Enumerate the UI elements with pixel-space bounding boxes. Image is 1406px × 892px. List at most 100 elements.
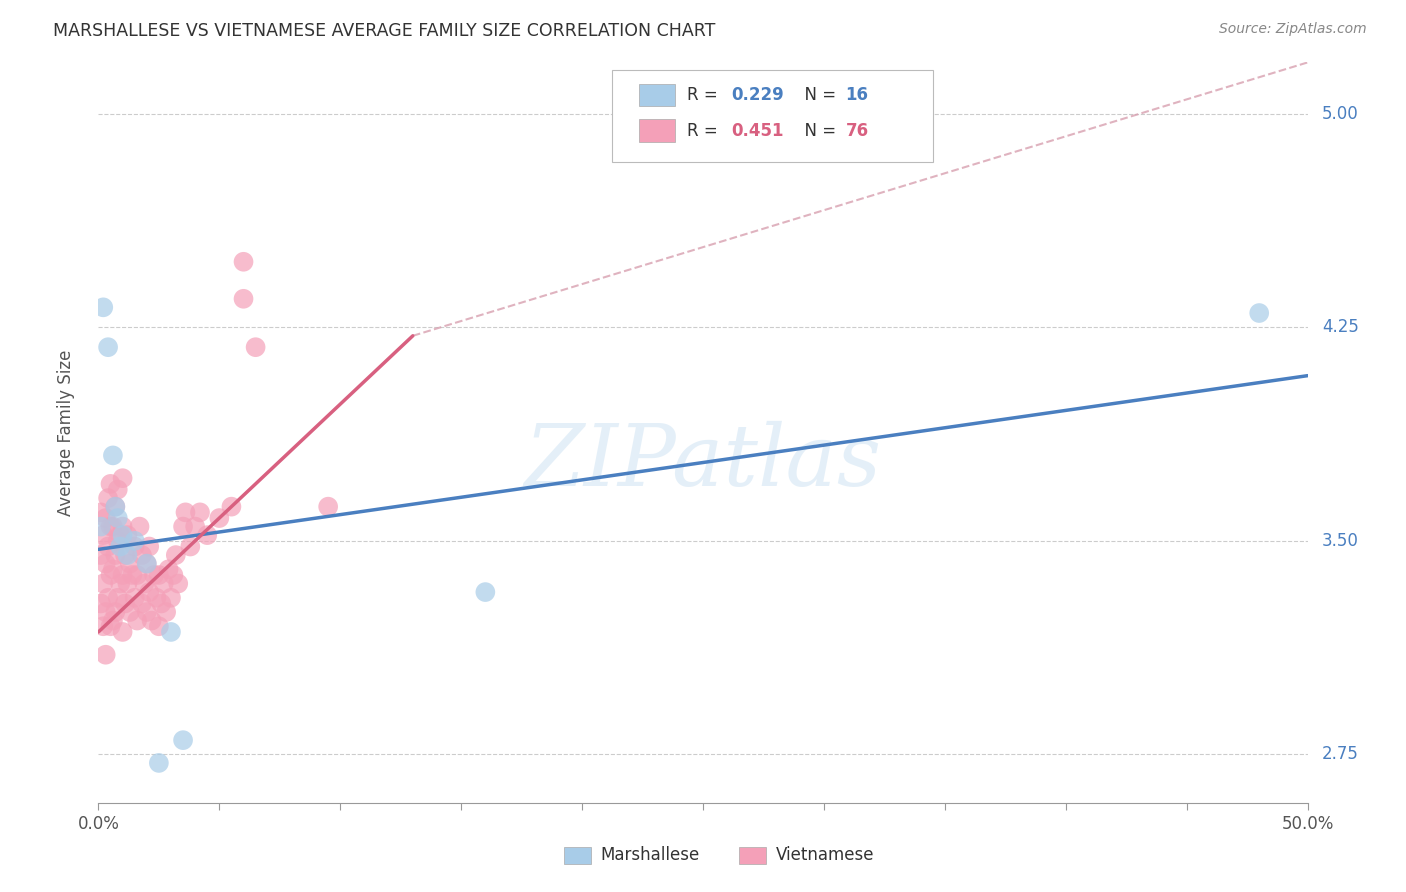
Point [195, 528, 218, 542]
Point [143, 568, 166, 582]
Point [111, 471, 134, 485]
Point [162, 568, 184, 582]
Text: 76: 76 [845, 121, 869, 139]
Point [221, 500, 243, 514]
Point [128, 519, 150, 533]
Point [111, 528, 134, 542]
Text: R =: R = [688, 86, 723, 104]
Text: 4.25: 4.25 [1322, 318, 1360, 336]
Point [111, 519, 134, 533]
Point [167, 576, 190, 591]
Point [90, 505, 112, 519]
Point [135, 605, 157, 619]
Point [188, 505, 211, 519]
Point [245, 340, 267, 354]
Point [160, 591, 183, 605]
Text: 2.75: 2.75 [1322, 746, 1360, 764]
Point [1249, 306, 1271, 320]
Text: ZIPatlas: ZIPatlas [524, 421, 882, 504]
Point [100, 476, 122, 491]
Y-axis label: Average Family Size: Average Family Size [56, 350, 75, 516]
Point [94, 605, 117, 619]
Point [135, 557, 157, 571]
Point [107, 591, 129, 605]
Text: N =: N = [793, 86, 841, 104]
Point [117, 528, 139, 542]
Point [104, 500, 127, 514]
Point [148, 568, 170, 582]
Point [104, 500, 127, 514]
Point [165, 548, 187, 562]
Point [118, 605, 141, 619]
Point [90, 597, 112, 611]
Point [174, 505, 197, 519]
Text: Source: ZipAtlas.com: Source: ZipAtlas.com [1219, 22, 1367, 37]
Point [152, 576, 174, 591]
Point [148, 619, 170, 633]
Point [90, 548, 112, 562]
Bar [638, 120, 675, 142]
Point [121, 568, 143, 582]
Text: N =: N = [793, 121, 841, 139]
Point [90, 519, 112, 533]
Text: 16: 16 [845, 86, 869, 104]
Point [179, 540, 201, 554]
Text: 5.00: 5.00 [1322, 104, 1358, 123]
Point [141, 614, 163, 628]
Point [127, 614, 149, 628]
Point [127, 568, 149, 582]
Point [114, 548, 136, 562]
Point [138, 540, 160, 554]
Point [91, 619, 114, 633]
Point [97, 491, 120, 505]
Point [155, 605, 177, 619]
Text: 3.50: 3.50 [1322, 532, 1360, 549]
Text: Vietnamese: Vietnamese [776, 847, 875, 864]
Point [157, 562, 180, 576]
Bar [740, 847, 766, 863]
Point [108, 540, 131, 554]
Point [107, 483, 129, 497]
Text: R =: R = [688, 121, 723, 139]
Point [94, 557, 117, 571]
Point [100, 519, 122, 533]
Point [150, 597, 173, 611]
Point [208, 511, 231, 525]
Point [91, 576, 114, 591]
Point [108, 576, 131, 591]
Point [160, 624, 183, 639]
Text: 0.451: 0.451 [731, 121, 783, 139]
Point [91, 528, 114, 542]
Point [124, 540, 146, 554]
Point [118, 557, 141, 571]
Point [97, 591, 120, 605]
Point [104, 605, 127, 619]
Point [135, 557, 157, 571]
Point [134, 576, 156, 591]
Point [101, 449, 124, 463]
Point [94, 511, 117, 525]
Point [104, 548, 127, 562]
Point [111, 624, 134, 639]
Point [101, 519, 124, 533]
Text: 0.229: 0.229 [731, 86, 783, 104]
Text: Marshallese: Marshallese [600, 847, 699, 864]
Point [117, 576, 139, 591]
Bar [638, 84, 675, 106]
Point [114, 597, 136, 611]
Point [97, 540, 120, 554]
Point [117, 548, 139, 562]
Point [124, 591, 146, 605]
Point [474, 585, 496, 599]
Point [101, 614, 124, 628]
Point [108, 528, 131, 542]
Point [145, 591, 167, 605]
Point [172, 733, 194, 747]
Point [100, 568, 122, 582]
Point [107, 533, 129, 548]
Point [131, 548, 153, 562]
Point [138, 585, 160, 599]
Point [172, 519, 194, 533]
Point [111, 568, 134, 582]
Point [91, 301, 114, 315]
